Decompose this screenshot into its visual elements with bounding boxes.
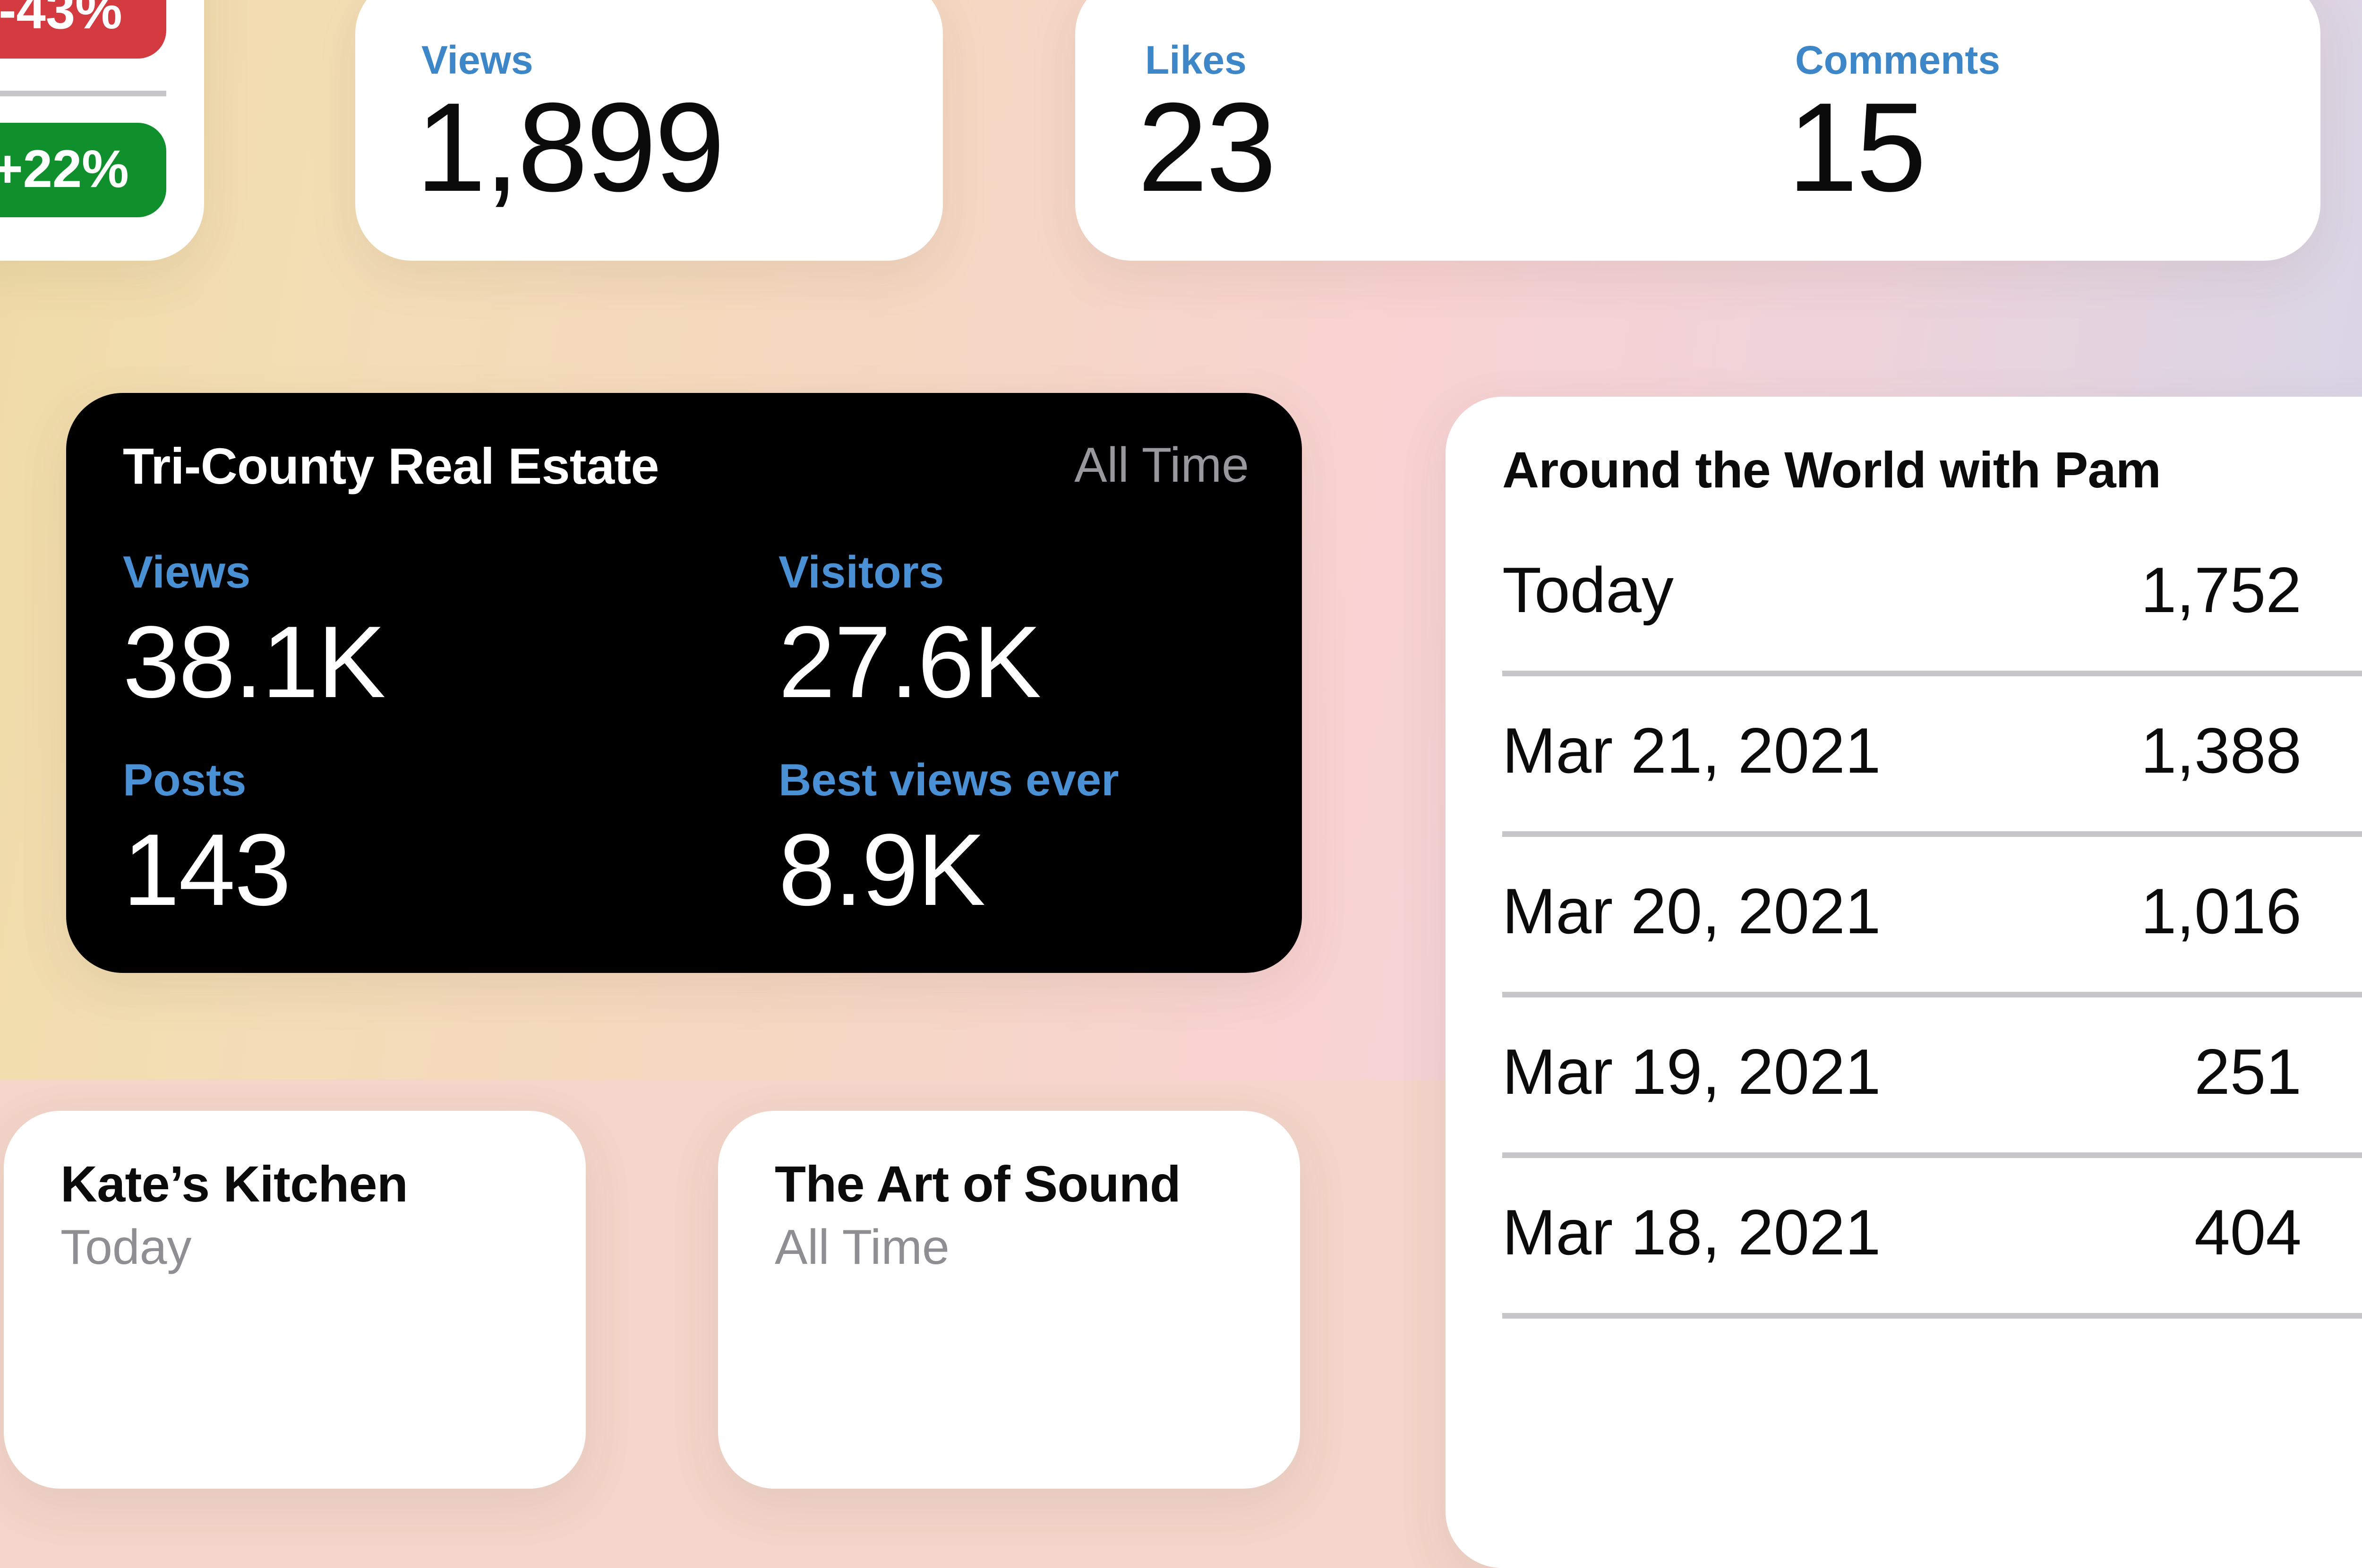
table-row: Mar 21, 2021 1,388 +37% bbox=[1502, 676, 2362, 837]
views-stat-widget[interactable]: Views 1,899 bbox=[355, 0, 943, 261]
row-views: 1,016 bbox=[1980, 879, 2302, 950]
row-views: 404 bbox=[1980, 1200, 2302, 1271]
table-row: Mar 20, 2021 1,016 +305% bbox=[1502, 837, 2362, 997]
widget-title: Around the World with Pam bbox=[1502, 442, 2161, 502]
row-date: Today bbox=[1502, 558, 1980, 629]
table-row: Today 1,752 +26% bbox=[1502, 516, 2362, 676]
views-label: Views bbox=[123, 550, 385, 600]
row-divider bbox=[0, 91, 166, 96]
table-row: Mar 19, 2021 251 -38% bbox=[1502, 997, 2362, 1158]
visitors-label: Visitors bbox=[779, 550, 1041, 600]
comments-label: Comments bbox=[1795, 40, 2000, 83]
kates-kitchen-widget[interactable]: Kate’s Kitchen Today bbox=[4, 1111, 586, 1489]
posts-label: Posts bbox=[123, 758, 290, 808]
engagement-stat-widget[interactable]: Likes 23 Comments 15 bbox=[1075, 0, 2320, 261]
change-badge: -43% bbox=[0, 0, 166, 59]
row-date: Mar 18, 2021 bbox=[1502, 1200, 1980, 1271]
widget-title: Tri-County Real Estate bbox=[123, 438, 659, 498]
daily-views-table-widget[interactable]: Around the World with Pam This Week Toda… bbox=[1446, 397, 2362, 1568]
views-value: 38.1K bbox=[123, 611, 385, 718]
tri-county-site-stats-widget[interactable]: Tri-County Real Estate All Time Views 38… bbox=[66, 393, 1302, 973]
widget-title: The Art of Sound bbox=[775, 1156, 1181, 1216]
comments-value: 15 bbox=[1788, 83, 1925, 216]
row-views: 251 bbox=[1980, 1040, 2302, 1110]
widget-period: All Time bbox=[1074, 438, 1249, 495]
posts-value: 143 bbox=[123, 819, 290, 926]
widget-board: -43% +22% Views 1,899 Likes 23 Comments … bbox=[0, 0, 2362, 1398]
best-views-label: Best views ever bbox=[779, 758, 1119, 808]
art-of-sound-widget[interactable]: The Art of Sound All Time bbox=[718, 1111, 1300, 1489]
visitors-value: 27.6K bbox=[779, 611, 1041, 718]
row-views: 1,752 bbox=[1980, 558, 2302, 629]
row-date: Mar 20, 2021 bbox=[1502, 879, 1980, 950]
likes-label: Likes bbox=[1145, 40, 1247, 83]
row-date: Mar 21, 2021 bbox=[1502, 718, 1980, 789]
row-views: 1,388 bbox=[1980, 718, 2302, 789]
widget-title: Kate’s Kitchen bbox=[60, 1156, 408, 1216]
best-views-value: 8.9K bbox=[779, 819, 1119, 926]
likes-value: 23 bbox=[1138, 83, 1275, 216]
widget-period: Today bbox=[60, 1220, 192, 1277]
table-row: Mar 18, 2021 404 -60% bbox=[1502, 1158, 2362, 1319]
change-badge: +22% bbox=[0, 123, 166, 217]
views-value: 1,899 bbox=[416, 83, 723, 216]
views-label: Views bbox=[421, 40, 533, 83]
partial-stats-table-widget[interactable]: -43% +22% bbox=[0, 0, 204, 261]
widget-period: All Time bbox=[775, 1220, 950, 1277]
row-date: Mar 19, 2021 bbox=[1502, 1040, 1980, 1110]
